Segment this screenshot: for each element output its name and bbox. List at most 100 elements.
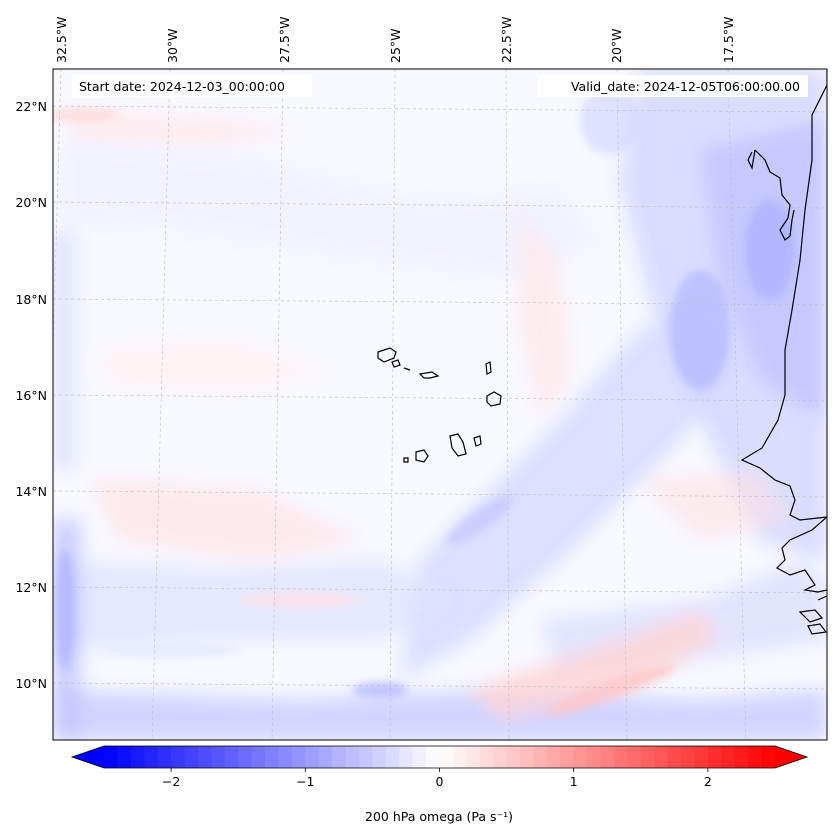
island-sal: [485, 361, 492, 375]
colorbar-cell: [640, 746, 655, 768]
colorbar-cell: [452, 746, 467, 768]
colorbar-cell: [681, 746, 696, 768]
lat-label-10n: 10°N: [15, 676, 47, 691]
colorbar-cell: [372, 746, 387, 768]
colorbar-cell: [439, 746, 454, 768]
lat-label-18n: 18°N: [15, 292, 47, 307]
map-panel: Start date: 2024-12-03_00:00:00 Valid_da…: [52, 68, 828, 741]
colorbar-tick-label: −1: [296, 774, 314, 789]
colorbar-cell: [211, 746, 226, 768]
colorbar-cell: [399, 746, 414, 768]
colorbar-cell: [654, 746, 669, 768]
colorbar-label: 200 hPa omega (Pa s⁻¹): [365, 809, 513, 824]
colorbar-cell: [466, 746, 481, 768]
colorbar-cell: [318, 746, 333, 768]
colorbar-cell: [493, 746, 508, 768]
colorbar-cell: [345, 746, 360, 768]
island-maio: [473, 435, 482, 447]
lat-label-16n: 16°N: [15, 388, 47, 403]
colorbar-outline: [70, 745, 809, 769]
lon-label-17-5w: 17.5°W: [721, 17, 736, 63]
start-date-label: Start date: 2024-12-03_00:00:00: [79, 79, 285, 94]
island-brava: [403, 457, 409, 463]
lat-label-20n: 20°N: [15, 195, 47, 210]
omega-field: [53, 69, 827, 740]
colorbar-cell: [291, 746, 306, 768]
colorbar-cell: [560, 746, 575, 768]
valid-date-annotation: Valid_date: 2024-12-05T06:00:00.00: [538, 75, 808, 97]
colorbar-tick-label: −2: [162, 774, 180, 789]
colorbar-cell: [426, 746, 441, 768]
colorbar-tick-label: 0: [436, 774, 444, 789]
colorbar-cell: [278, 746, 293, 768]
colorbar-cell: [479, 746, 494, 768]
island-sao-vicente: [391, 359, 401, 368]
colorbar-cell: [761, 746, 776, 768]
colorbar-cell: [265, 746, 280, 768]
colorbar-cell: [157, 746, 172, 768]
west-africa-coastline: [740, 69, 827, 593]
colorbar-cell: [748, 746, 763, 768]
island-boa-vista: [486, 391, 502, 407]
colorbar-cell: [533, 746, 548, 768]
colorbar-cell: [613, 746, 628, 768]
island-sao-nicolau: [418, 371, 440, 379]
colorbar-cell: [171, 746, 186, 768]
colorbar-cell: [385, 746, 400, 768]
colorbar-tick-label: 1: [570, 774, 578, 789]
colorbar-tick-label: 2: [704, 774, 712, 789]
colorbar-cell: [117, 746, 132, 768]
colorbar-cell: [667, 746, 682, 768]
colorbar-extend-high: [775, 746, 807, 768]
start-date-annotation: Start date: 2024-12-03_00:00:00: [72, 75, 312, 97]
colorbar-cell: [721, 746, 736, 768]
colorbar-cell: [224, 746, 239, 768]
colorbar-cell: [520, 746, 535, 768]
lon-label-32-5w: 32.5°W: [54, 17, 69, 63]
lon-label-25w: 25°W: [388, 28, 403, 63]
lat-label-12n: 12°N: [15, 580, 47, 595]
cape-verde-islands: [377, 347, 502, 463]
colorbar-cell: [627, 746, 642, 768]
colorbar-cell: [506, 746, 521, 768]
lon-label-30w: 30°W: [165, 28, 180, 63]
colorbar-cell: [412, 746, 427, 768]
colorbar-cell: [694, 746, 709, 768]
lat-label-22n: 22°N: [15, 99, 47, 114]
colorbar-cell: [238, 746, 253, 768]
gridlines: [53, 69, 827, 740]
lon-label-20w: 20°W: [609, 28, 624, 63]
latitude-labels: 22°N 20°N 18°N 16°N 14°N 12°N 10°N: [15, 99, 47, 691]
island-santiago: [449, 433, 467, 457]
island-santo-antao: [377, 347, 397, 363]
colorbar-cell: [184, 746, 199, 768]
island-santa-luzia: [403, 367, 411, 371]
colorbar-cell: [305, 746, 320, 768]
colorbar-cells: [104, 746, 776, 768]
colorbar-cell: [130, 746, 145, 768]
map-frame: [52, 68, 828, 741]
colorbar-cell: [358, 746, 373, 768]
colorbar-cell: [600, 746, 615, 768]
colorbar-extend-low: [72, 746, 104, 768]
colorbar-cell: [197, 746, 212, 768]
colorbar-cell: [251, 746, 266, 768]
colorbar: −2 −1 0 1 2 200 hPa omega (Pa s⁻¹): [70, 745, 809, 824]
colorbar-cell: [573, 746, 588, 768]
colorbar-cell: [734, 746, 749, 768]
island-fogo: [415, 449, 429, 463]
valid-date-label: Valid_date: 2024-12-05T06:00:00.00: [571, 79, 800, 94]
colorbar-cell: [587, 746, 602, 768]
lon-label-22-5w: 22.5°W: [499, 17, 514, 63]
lat-label-14n: 14°N: [15, 484, 47, 499]
colorbar-cell: [546, 746, 561, 768]
colorbar-ticks: −2 −1 0 1 2: [162, 768, 712, 789]
colorbar-cell: [144, 746, 159, 768]
colorbar-cell: [332, 746, 347, 768]
coastline: [740, 69, 827, 635]
colorbar-cell: [104, 746, 119, 768]
longitude-labels: 32.5°W 30°W 27.5°W 25°W 22.5°W 20°W 17.5…: [54, 17, 736, 63]
colorbar-cell: [707, 746, 722, 768]
lon-label-27-5w: 27.5°W: [277, 17, 292, 63]
